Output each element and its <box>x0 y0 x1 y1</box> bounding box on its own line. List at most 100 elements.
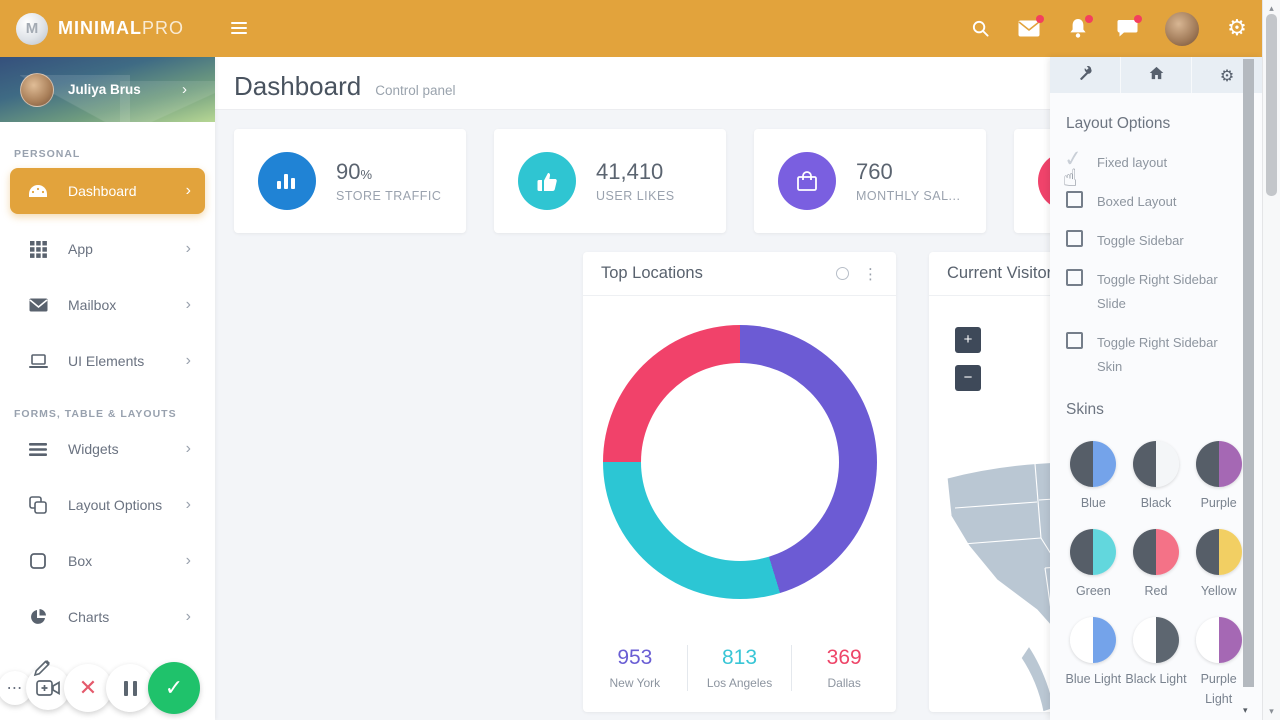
user-panel[interactable]: Juliya Brus › <box>0 57 215 122</box>
option-toggle-right-sidebar-slide[interactable]: Toggle Right Sidebar Slide <box>1066 268 1246 316</box>
pie-chart-icon <box>28 607 48 627</box>
chevron-right-icon: › <box>182 81 187 98</box>
bell-icon[interactable] <box>1067 14 1093 40</box>
page-subtitle: Control panel <box>375 83 456 98</box>
option-label: Toggle Right Sidebar Skin <box>1097 335 1218 375</box>
skin-swatch[interactable] <box>1132 617 1179 664</box>
sidebar-item-box[interactable]: Box › <box>10 540 205 582</box>
skin-swatch[interactable] <box>1132 441 1179 488</box>
scroll-down-arrow-icon[interactable]: ▾ <box>1269 706 1274 716</box>
chat-icon[interactable] <box>1116 14 1142 40</box>
browser-scrollbar[interactable]: ▴ ▾ <box>1262 0 1280 720</box>
sidebar-toggle-hamburger-icon[interactable] <box>231 22 247 34</box>
left-sidebar: Juliya Brus › PERSONAL Dashboard › App ›… <box>0 57 215 720</box>
skin-name: Blue Light <box>1065 672 1122 687</box>
camera-button[interactable] <box>26 666 70 710</box>
map-zoom-out-button[interactable]: − <box>955 365 981 391</box>
skin-purple-light[interactable]: Purple Light <box>1187 617 1250 709</box>
menu-section-label: PERSONAL <box>14 148 81 160</box>
sidebar-user-avatar <box>20 72 54 107</box>
skin-swatch[interactable] <box>1195 617 1242 664</box>
kebab-menu-icon[interactable]: ⋮ <box>863 264 878 283</box>
wrench-icon <box>1078 65 1093 85</box>
skin-name: Purple <box>1200 496 1237 511</box>
recording-controls-overlay: ⋯ ✕ ✓ <box>0 660 200 714</box>
gear-icon: ⚙ <box>1219 65 1235 85</box>
user-avatar[interactable] <box>1165 11 1199 46</box>
finish-recording-button[interactable]: ✓ <box>148 662 200 714</box>
chevron-right-icon: › <box>185 296 191 313</box>
stat-card-user-likes: 41,410 USER LIKES <box>494 129 726 233</box>
scroll-up-arrow-icon[interactable]: ▴ <box>1269 3 1274 13</box>
location-value: 953 <box>617 646 653 669</box>
shopping-bag-icon <box>778 152 836 210</box>
option-toggle-right-sidebar-skin[interactable]: Toggle Right Sidebar Skin <box>1066 331 1246 379</box>
brand[interactable]: M MINIMALPRO <box>0 0 215 57</box>
skin-yellow[interactable]: Yellow <box>1187 529 1250 601</box>
page-title: Dashboard <box>234 71 362 101</box>
panel-scrollbar[interactable]: ▾ <box>1243 57 1255 720</box>
bar-chart-icon <box>258 152 316 210</box>
skin-blue-light[interactable]: Blue Light <box>1062 617 1125 709</box>
pause-recording-button[interactable] <box>106 664 154 712</box>
laptop-icon <box>28 351 48 371</box>
browser-scrollbar-thumb[interactable] <box>1266 14 1277 196</box>
mail-icon[interactable] <box>1018 14 1044 40</box>
search-icon[interactable] <box>969 18 991 40</box>
stat-value: 41,410 <box>596 159 664 184</box>
chat-notification-dot <box>1134 14 1142 23</box>
chevron-right-icon: › <box>185 496 191 513</box>
skin-black[interactable]: Black <box>1125 441 1188 513</box>
skin-swatch[interactable] <box>1070 441 1117 488</box>
checkbox[interactable] <box>1066 269 1083 287</box>
option-label: Toggle Sidebar <box>1097 233 1184 249</box>
sidebar-item-charts[interactable]: Charts › <box>10 596 205 638</box>
right-settings-panel: ⚙ Layout Options Fixed layout Boxed Layo… <box>1050 57 1262 720</box>
skin-green[interactable]: Green <box>1062 529 1125 601</box>
cancel-recording-button[interactable]: ✕ <box>64 664 112 712</box>
sidebar-item-layout-options[interactable]: Layout Options › <box>10 484 205 526</box>
option-fixed-layout[interactable]: Fixed layout <box>1066 151 1246 175</box>
skin-red[interactable]: Red <box>1125 529 1188 601</box>
sidebar-item-app[interactable]: App › <box>10 228 205 270</box>
sidebar-item-widgets[interactable]: Widgets › <box>10 428 205 470</box>
skin-name: Red <box>1144 584 1168 599</box>
list-lines-icon <box>28 439 48 459</box>
donut-chart <box>603 325 877 599</box>
sidebar-item-dashboard[interactable]: Dashboard › <box>10 168 205 214</box>
sidebar-item-label: App <box>68 241 93 257</box>
skin-swatch[interactable] <box>1070 617 1117 664</box>
envelope-icon <box>28 295 48 315</box>
skin-swatch[interactable] <box>1195 441 1242 488</box>
location-value: 369 <box>826 646 862 669</box>
stat-label: MONTHLY SAL... <box>856 189 961 203</box>
sidebar-item-label: Box <box>68 553 93 569</box>
chevron-right-icon: › <box>185 240 191 257</box>
sidebar-item-ui-elements[interactable]: UI Elements › <box>10 340 205 382</box>
tab-home[interactable] <box>1121 57 1192 93</box>
tab-tools[interactable] <box>1050 57 1121 93</box>
option-toggle-sidebar[interactable]: Toggle Sidebar <box>1066 229 1246 253</box>
panel-scrollbar-thumb[interactable] <box>1243 59 1254 687</box>
panel-scroll-down-arrow-icon[interactable]: ▾ <box>1243 705 1248 715</box>
option-boxed-layout[interactable]: Boxed Layout <box>1066 190 1246 214</box>
skin-swatch[interactable] <box>1070 529 1117 576</box>
refresh-circle-icon[interactable] <box>836 267 849 280</box>
map-zoom-in-button[interactable]: + <box>955 327 981 353</box>
stat-card-store-traffic: 90% STORE TRAFFIC <box>234 129 466 233</box>
checkbox[interactable] <box>1066 191 1083 209</box>
sidebar-user-name: Juliya Brus <box>68 82 141 97</box>
skin-swatch[interactable] <box>1195 529 1242 576</box>
checkbox[interactable] <box>1066 332 1083 350</box>
option-label: Fixed layout <box>1097 155 1168 170</box>
pencil-icon[interactable] <box>32 658 52 683</box>
location-stat-dallas: 369 Dallas <box>792 646 896 690</box>
skin-black-light[interactable]: Black Light <box>1125 617 1188 709</box>
skin-blue[interactable]: Blue <box>1062 441 1125 513</box>
option-label: Boxed Layout <box>1097 194 1177 210</box>
settings-gear-icon[interactable]: ⚙ <box>1227 15 1247 41</box>
skin-purple[interactable]: Purple <box>1187 441 1250 513</box>
sidebar-item-mailbox[interactable]: Mailbox › <box>10 284 205 326</box>
checkbox[interactable] <box>1066 230 1083 248</box>
skin-swatch[interactable] <box>1132 529 1179 576</box>
